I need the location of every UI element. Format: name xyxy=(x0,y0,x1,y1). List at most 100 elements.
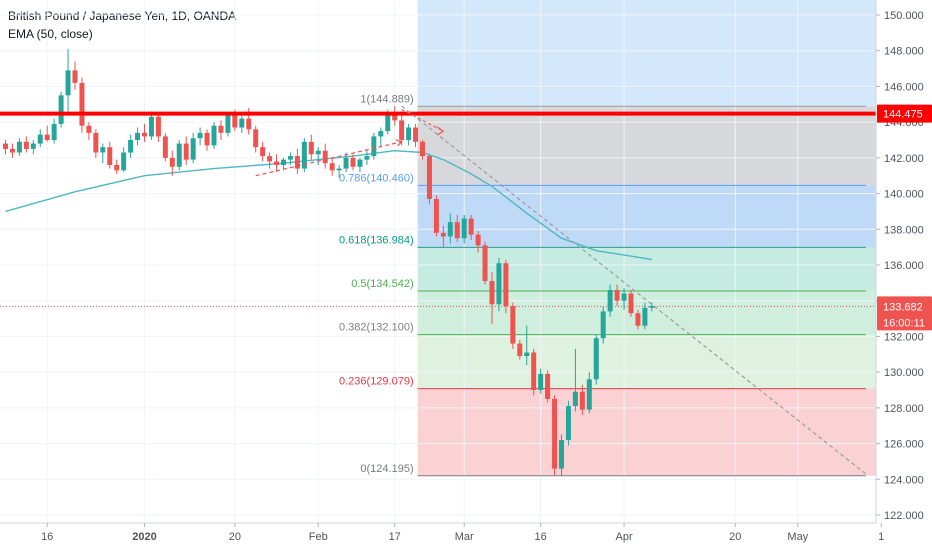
candle-body xyxy=(440,232,446,237)
candle xyxy=(315,147,321,165)
x-tick-label: 1 xyxy=(878,531,884,543)
candle-body xyxy=(30,143,36,149)
candle xyxy=(538,368,544,394)
fib-level-label: 1(144.889) xyxy=(360,93,413,105)
candle xyxy=(281,157,286,171)
candle xyxy=(23,136,29,153)
candle-body xyxy=(281,159,286,165)
candle-body xyxy=(579,391,585,410)
candle-body xyxy=(135,132,141,140)
candle xyxy=(607,284,613,317)
candle xyxy=(482,241,488,285)
candle-body xyxy=(545,373,551,399)
candle xyxy=(392,106,398,126)
candle-body xyxy=(232,115,238,128)
candle xyxy=(253,125,259,153)
candle xyxy=(371,132,377,160)
candle-body xyxy=(329,163,335,171)
current-price-badge: 133.682 xyxy=(883,301,923,313)
y-tick-label: 150.000 xyxy=(884,10,924,22)
candle xyxy=(3,140,8,155)
candle xyxy=(565,400,571,446)
candle xyxy=(399,111,405,146)
candle xyxy=(183,136,189,165)
candle-body xyxy=(559,440,564,469)
candle xyxy=(649,302,655,312)
candle-body xyxy=(482,245,488,282)
candle-body xyxy=(531,352,537,390)
candle-body xyxy=(371,136,377,157)
candle xyxy=(552,395,558,476)
candle xyxy=(461,215,467,244)
candle-body xyxy=(260,147,266,157)
candle-body xyxy=(496,263,502,305)
candle xyxy=(294,148,300,174)
candle xyxy=(621,288,627,310)
candle xyxy=(72,61,78,90)
candle xyxy=(274,154,280,173)
candle xyxy=(287,152,293,165)
candle-body xyxy=(100,147,106,153)
candle xyxy=(635,309,641,330)
candle xyxy=(524,325,530,365)
candle-body xyxy=(267,156,273,162)
candle xyxy=(496,257,502,312)
candle-body xyxy=(3,143,8,149)
candle-body xyxy=(93,132,99,153)
fib-level-label: 0.786(140.460) xyxy=(339,172,414,184)
candle xyxy=(176,140,182,171)
projection-line xyxy=(401,105,869,477)
candle xyxy=(239,115,245,133)
candle xyxy=(447,213,453,244)
price-axis-bg xyxy=(876,0,932,550)
candle xyxy=(454,215,460,242)
fib-level-label: 0.382(132.100) xyxy=(339,322,414,334)
candle xyxy=(16,138,22,157)
candle xyxy=(30,140,36,155)
candle-body xyxy=(475,234,481,246)
candle-body xyxy=(635,313,641,326)
candle-body xyxy=(420,141,425,157)
candle-body xyxy=(447,222,453,237)
candle xyxy=(9,143,15,158)
x-tick-label: 17 xyxy=(389,531,401,543)
candle xyxy=(378,127,384,148)
candle xyxy=(531,348,537,396)
candle-body xyxy=(489,281,495,305)
candle xyxy=(468,215,474,240)
candle-body xyxy=(468,218,474,235)
candle-body xyxy=(614,290,620,301)
candle-body xyxy=(204,132,210,146)
x-tick-label: Apr xyxy=(615,531,632,543)
candle xyxy=(197,127,203,146)
candle-body xyxy=(51,123,57,140)
candle-body xyxy=(169,157,175,167)
candle-body xyxy=(86,125,92,133)
candle xyxy=(162,132,168,162)
candle-body xyxy=(593,338,599,380)
drawings xyxy=(0,105,876,477)
candle-body xyxy=(176,143,182,167)
candle-body xyxy=(461,218,467,239)
candle xyxy=(190,132,196,164)
candle-body xyxy=(426,156,432,199)
candle xyxy=(37,129,43,148)
candle-body xyxy=(218,125,224,133)
candle-body xyxy=(155,116,161,137)
candle xyxy=(301,138,307,173)
candle xyxy=(440,225,446,248)
candle-body xyxy=(274,161,280,165)
candle xyxy=(58,91,64,128)
candle xyxy=(121,147,127,173)
candle-body xyxy=(37,134,43,144)
candle xyxy=(114,159,120,174)
candle-body xyxy=(586,379,592,410)
candle-body xyxy=(162,136,168,158)
candle xyxy=(489,272,495,324)
candle-body xyxy=(197,132,203,139)
ema-line xyxy=(5,149,653,261)
candle xyxy=(420,140,425,160)
candle xyxy=(267,152,273,169)
candle xyxy=(642,302,648,330)
